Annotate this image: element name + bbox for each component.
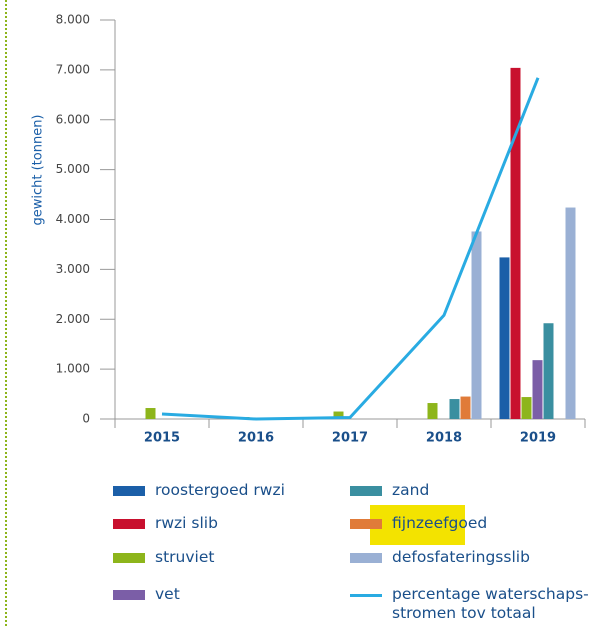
highlight — [370, 505, 465, 545]
y-tick-label: 2.000 — [56, 312, 90, 326]
bar — [449, 399, 460, 419]
page-border — [5, 0, 7, 626]
y-tick-label: 5.000 — [56, 162, 90, 176]
legend-label: roostergoed rwzi — [155, 481, 285, 499]
legend-label: defosfateringsslib — [392, 548, 530, 566]
bar — [532, 360, 543, 419]
bar — [427, 403, 438, 419]
legend-label: fijnzeefgoed — [392, 514, 488, 532]
bar — [145, 408, 156, 419]
y-tick-label: 1.000 — [56, 362, 90, 376]
legend-swatch — [113, 553, 145, 563]
line — [161, 77, 540, 421]
legend-swatch — [350, 486, 382, 496]
bar — [333, 411, 344, 419]
y-tick-label: 8.000 — [56, 13, 90, 27]
legend-label: vet — [155, 585, 180, 603]
x-tick-label: 2019 — [520, 431, 556, 446]
x-tick-label: 2016 — [238, 431, 274, 446]
y-tick-label: 3.000 — [56, 262, 90, 276]
legend-swatch — [113, 590, 145, 600]
legend-swatch — [113, 519, 145, 529]
x-tick-label: 2015 — [144, 431, 180, 446]
y-axis-label: gewicht (tonnen) — [31, 114, 46, 225]
bar — [565, 207, 576, 419]
legend-label: percentage waterschaps-stromen tov totaa… — [392, 585, 589, 622]
y-tick-label: 4.000 — [56, 212, 90, 226]
legend-swatch — [350, 553, 382, 563]
x-tick-label: 2018 — [426, 431, 462, 446]
legend-swatch — [113, 486, 145, 496]
bar — [499, 257, 510, 419]
bar — [471, 231, 482, 419]
legend-label: rwzi slib — [155, 514, 218, 532]
y-tick-label: 7.000 — [56, 62, 90, 76]
y-tick-label: 0 — [82, 412, 90, 426]
bar — [460, 396, 471, 419]
legend-swatch — [350, 519, 382, 529]
bar — [521, 397, 532, 419]
legend-swatch — [350, 593, 382, 597]
bar — [543, 323, 554, 419]
legend-label: zand — [392, 481, 430, 499]
x-tick-label: 2017 — [332, 431, 368, 446]
y-tick-label: 6.000 — [56, 112, 90, 126]
bar — [510, 67, 521, 419]
legend-label: struviet — [155, 548, 215, 566]
chart: gewicht (tonnen) 0 1.000 2.000 3.000 4.000 5.… — [31, 13, 586, 446]
